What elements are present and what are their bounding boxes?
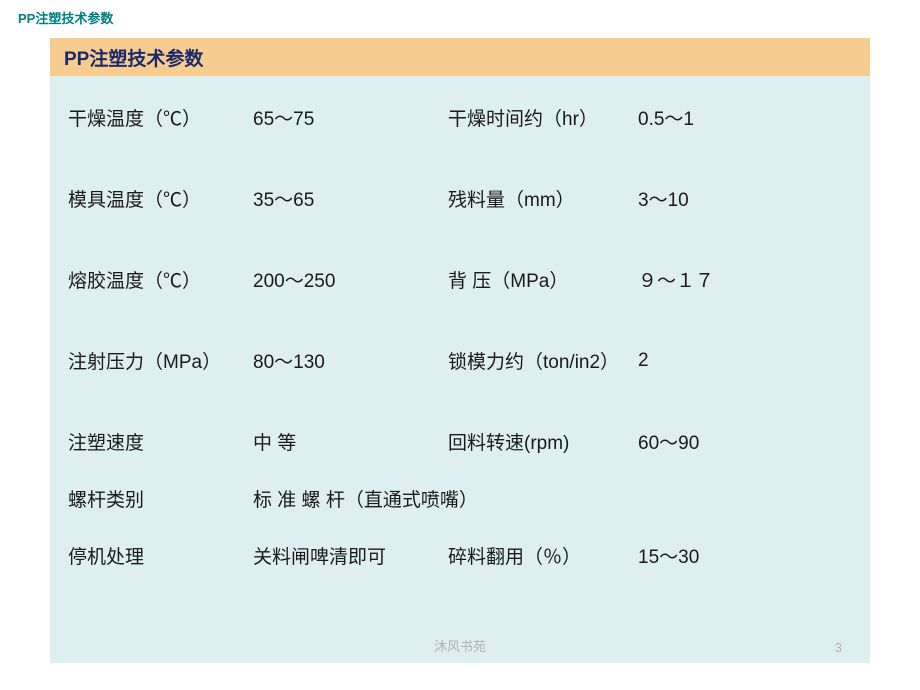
param-value: 标 准 螺 杆（直通式喷嘴）: [253, 485, 478, 512]
param-label: 熔胶温度（℃）: [68, 266, 253, 293]
param-label: 螺杆类别: [68, 485, 253, 512]
param-value: 80～130: [253, 347, 448, 374]
param-value: ９～１７: [638, 266, 852, 293]
param-label: 锁模力约（ton/in2）: [448, 347, 638, 374]
page-title: PP注塑技术参数: [0, 0, 920, 27]
param-label: 碎料翻用（％）: [448, 542, 638, 569]
table-row: 熔胶温度（℃） 200～250 背 压（MPa） ９～１７: [68, 266, 852, 293]
param-value: 200～250: [253, 266, 448, 293]
param-value: 60～90: [638, 428, 852, 455]
table-row: 干燥温度（℃） 65～75 干燥时间约（hr） 0.5～1: [68, 104, 852, 131]
parameter-card: PP注塑技术参数 干燥温度（℃） 65～75 干燥时间约（hr） 0.5～1 模…: [50, 38, 870, 663]
table-row: 注塑速度 中 等 回料转速(rpm) 60～90: [68, 428, 852, 455]
footer-watermark: 沐风书苑: [50, 636, 870, 655]
table-row: 模具温度（℃） 35～65 残料量（mm） 3～10: [68, 185, 852, 212]
card-header: PP注塑技术参数: [50, 38, 870, 76]
param-value: 关料闸啤清即可: [253, 542, 448, 569]
param-value: 2: [638, 350, 852, 372]
param-label: 干燥温度（℃）: [68, 104, 253, 131]
table-row: 停机处理 关料闸啤清即可 碎料翻用（％） 15～30: [68, 542, 852, 569]
param-value: 35～65: [253, 185, 448, 212]
param-value: 中 等: [253, 428, 448, 455]
param-label: 背 压（MPa）: [448, 266, 638, 293]
param-label: 注塑速度: [68, 428, 253, 455]
param-label: 停机处理: [68, 542, 253, 569]
param-label: 残料量（mm）: [448, 185, 638, 212]
param-value: 3～10: [638, 185, 852, 212]
table-row: 注射压力（MPa） 80～130 锁模力约（ton/in2） 2: [68, 347, 852, 374]
param-value: 0.5～1: [638, 104, 852, 131]
page-number: 3: [835, 640, 842, 655]
param-value: 15～30: [638, 542, 852, 569]
param-label: 模具温度（℃）: [68, 185, 253, 212]
param-value: 65～75: [253, 104, 448, 131]
param-label: 干燥时间约（hr）: [448, 104, 638, 131]
parameter-table: 干燥温度（℃） 65～75 干燥时间约（hr） 0.5～1 模具温度（℃） 35…: [50, 76, 870, 569]
param-label: 注射压力（MPa）: [68, 347, 253, 374]
param-label: 回料转速(rpm): [448, 428, 638, 455]
table-row: 螺杆类别 标 准 螺 杆（直通式喷嘴）: [68, 485, 852, 512]
